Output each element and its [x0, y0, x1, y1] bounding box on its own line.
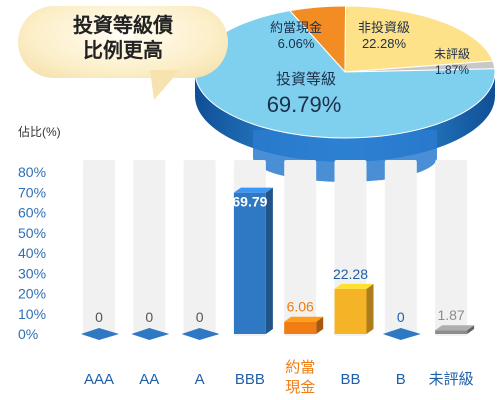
bar-track — [284, 160, 317, 336]
pie-slice — [344, 5, 494, 73]
y-tick-label: 40% — [18, 245, 46, 261]
callout-text: 投資等級債 比例更高 — [18, 14, 228, 64]
bar-top — [284, 316, 324, 322]
bar-track — [384, 160, 417, 336]
bar-value-label: 0 — [145, 309, 153, 325]
bar-value-label: 0 — [95, 309, 103, 325]
y-tick-label: 20% — [18, 286, 46, 302]
bar-track — [133, 160, 166, 336]
y-tick-label: 10% — [18, 306, 46, 322]
bar-zero-marker — [181, 328, 220, 340]
bar-top — [334, 283, 374, 289]
bar-zero-marker — [81, 328, 119, 340]
y-tick-label: 50% — [18, 225, 46, 241]
bar — [334, 288, 367, 334]
bar-top — [435, 325, 475, 331]
callout-bubble — [18, 6, 228, 78]
bar-track — [435, 160, 468, 336]
callout-line-1: 投資等級債 — [73, 15, 173, 37]
x-tick-label: 約當 — [285, 359, 315, 376]
y-axis-label: 佔比(%) — [18, 125, 61, 139]
y-tick-label: 70% — [18, 184, 46, 200]
y-tick-label: 80% — [18, 164, 46, 180]
pie-value-label: 1.87% — [435, 63, 469, 77]
bar-track — [183, 160, 216, 336]
bar-value-label: 22.28 — [333, 266, 368, 282]
bar-value-label: 6.06 — [287, 299, 314, 315]
pie-label: 未評級 — [434, 46, 470, 61]
bar-side — [366, 283, 374, 334]
pie-label: 非投資級 — [358, 20, 410, 35]
bar-zero-marker — [131, 328, 170, 340]
bar-top — [233, 187, 273, 193]
x-tick-label: AA — [139, 371, 159, 388]
x-tick-label: 未評級 — [429, 371, 474, 388]
pie-label: 投資等級 — [276, 70, 336, 88]
bar-track — [83, 160, 115, 336]
callout-tail — [150, 70, 180, 100]
y-tick-label: 0% — [18, 326, 38, 342]
y-tick-label: 30% — [18, 265, 46, 281]
bar-zero-marker — [382, 328, 421, 340]
x-tick-label: B — [396, 371, 406, 388]
x-tick-label: BBB — [235, 371, 265, 388]
x-tick-label: AAA — [84, 371, 114, 388]
bar-value-label: 69.79 — [232, 194, 267, 210]
callout-line-2: 比例更高 — [83, 40, 163, 62]
bar-value-label: 0 — [196, 309, 204, 325]
bar — [435, 330, 468, 334]
y-tick-label: 60% — [18, 205, 46, 221]
x-tick-label: 現金 — [285, 379, 315, 396]
pie-value-label: 22.28% — [362, 36, 407, 51]
bar — [233, 192, 266, 334]
pie-value-label: 6.06% — [278, 36, 315, 51]
pie-value-label: 69.79% — [267, 92, 342, 117]
x-tick-label: A — [195, 371, 205, 388]
bar-side — [316, 316, 324, 334]
bar — [284, 321, 317, 334]
bar-side — [265, 187, 273, 334]
bar-value-label: 1.87 — [437, 307, 464, 323]
bar-value-label: 0 — [397, 309, 405, 325]
pie-label: 約當現金 — [270, 20, 322, 35]
x-tick-label: BB — [340, 371, 360, 388]
bar-side — [467, 325, 475, 334]
